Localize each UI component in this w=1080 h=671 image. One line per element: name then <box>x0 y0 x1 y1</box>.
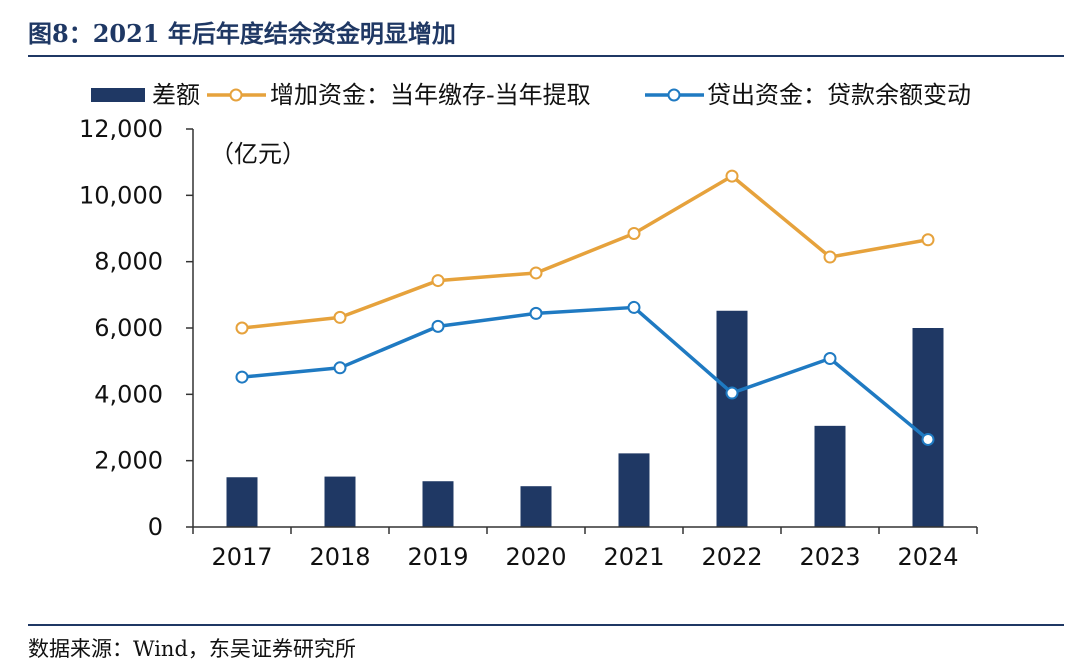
series-point-1 <box>725 169 739 183</box>
y-tick-label: 10,000 <box>79 181 163 209</box>
series-point-2 <box>529 306 543 320</box>
series-point-1 <box>823 250 837 264</box>
figure-title: 图8：2021 年后年度结余资金明显增加 <box>28 19 456 48</box>
series-line-1 <box>241 174 929 330</box>
y-tick-label: 0 <box>148 513 163 541</box>
series-point-1 <box>333 310 347 324</box>
y-tick-label: 6,000 <box>94 314 163 342</box>
x-tick-label: 2017 <box>211 543 272 571</box>
series-point-2 <box>823 352 837 366</box>
x-tick-label: 2022 <box>701 543 762 571</box>
legend-bar-swatch <box>91 88 145 102</box>
y-tick-label: 8,000 <box>94 248 163 276</box>
x-tick-label: 2021 <box>603 543 664 571</box>
series-point-2 <box>921 432 935 446</box>
y-tick-label: 12,000 <box>79 115 163 143</box>
bar <box>618 453 650 527</box>
y-unit-label: （亿元） <box>210 140 306 168</box>
x-tick-label: 2023 <box>799 543 860 571</box>
legend-orange-marker <box>229 88 243 102</box>
bar-series <box>226 310 944 527</box>
series-point-2 <box>627 300 641 314</box>
title-divider <box>28 55 1064 57</box>
line-series <box>235 169 935 446</box>
source-divider <box>28 624 1064 626</box>
legend-label-bar: 差额 <box>152 81 200 109</box>
bar <box>422 481 454 527</box>
series-point-1 <box>235 321 249 335</box>
legend: 差额 增加资金：当年缴存-当年提取 贷出资金：贷款余额变动 <box>91 81 971 109</box>
x-axis: 2017 2018 2019 2020 2021 2022 2023 2024 <box>192 526 978 571</box>
bar <box>912 328 944 527</box>
y-tick-label: 2,000 <box>94 447 163 475</box>
source-note: 数据来源：Wind，东吴证券研究所 <box>28 637 356 661</box>
bar <box>520 486 552 527</box>
series-point-2 <box>431 319 445 333</box>
series-point-1 <box>921 233 935 247</box>
bar <box>814 425 846 527</box>
series-point-2 <box>333 361 347 375</box>
bar <box>226 477 258 527</box>
legend-blue-marker <box>667 88 681 102</box>
series-point-1 <box>627 226 641 240</box>
legend-label-blue: 贷出资金：贷款余额变动 <box>707 81 971 109</box>
bar <box>324 476 356 527</box>
series-point-2 <box>725 386 739 400</box>
series-point-1 <box>529 266 543 280</box>
series-line-2 <box>241 305 930 441</box>
y-axis: 0 2,000 4,000 6,000 8,000 10,000 12,000 <box>79 115 194 541</box>
y-tick-label: 4,000 <box>94 380 163 408</box>
legend-label-orange: 增加资金：当年缴存-当年提取 <box>270 81 591 109</box>
x-tick-label: 2018 <box>309 543 370 571</box>
x-tick-label: 2020 <box>505 543 566 571</box>
series-point-1 <box>431 274 445 288</box>
series-point-2 <box>235 370 249 384</box>
bar <box>716 310 748 527</box>
x-tick-label: 2019 <box>407 543 468 571</box>
x-tick-label: 2024 <box>897 543 958 571</box>
